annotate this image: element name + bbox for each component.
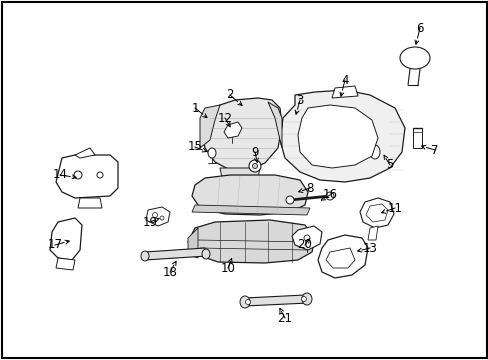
Text: 14: 14 [52, 168, 67, 181]
Polygon shape [267, 102, 282, 148]
Text: 21: 21 [277, 311, 292, 324]
Text: 16: 16 [322, 189, 337, 202]
Text: 15: 15 [187, 140, 202, 153]
Ellipse shape [369, 145, 379, 159]
Ellipse shape [248, 160, 261, 172]
Polygon shape [187, 220, 314, 263]
Polygon shape [291, 226, 321, 250]
Polygon shape [56, 155, 118, 198]
Polygon shape [412, 128, 421, 148]
Ellipse shape [141, 251, 149, 261]
Ellipse shape [97, 172, 103, 178]
Text: 11: 11 [386, 202, 402, 215]
Polygon shape [146, 207, 170, 226]
Ellipse shape [245, 300, 250, 305]
Ellipse shape [207, 148, 216, 158]
Polygon shape [192, 175, 307, 215]
Polygon shape [224, 122, 242, 138]
Polygon shape [220, 168, 260, 178]
Polygon shape [325, 248, 354, 268]
Polygon shape [75, 148, 95, 158]
Text: 2: 2 [226, 89, 233, 102]
Polygon shape [202, 98, 282, 170]
Polygon shape [244, 295, 307, 306]
Text: 3: 3 [296, 94, 303, 107]
Ellipse shape [152, 212, 157, 217]
Polygon shape [56, 258, 75, 270]
Ellipse shape [285, 196, 293, 204]
Ellipse shape [325, 192, 333, 200]
Text: 8: 8 [305, 181, 313, 194]
Text: 9: 9 [251, 145, 258, 158]
Polygon shape [331, 86, 357, 98]
Text: 6: 6 [415, 22, 423, 35]
Ellipse shape [202, 249, 209, 259]
Polygon shape [367, 226, 377, 240]
Text: 7: 7 [430, 144, 438, 157]
Polygon shape [187, 228, 198, 258]
Text: 5: 5 [386, 158, 393, 171]
Text: 19: 19 [142, 216, 157, 229]
Text: 10: 10 [220, 261, 235, 274]
Ellipse shape [252, 163, 257, 168]
Text: 4: 4 [341, 73, 348, 86]
Ellipse shape [301, 297, 306, 302]
Text: 12: 12 [217, 112, 232, 125]
Polygon shape [200, 105, 220, 148]
Polygon shape [365, 204, 387, 222]
Ellipse shape [302, 293, 311, 305]
Text: 13: 13 [362, 242, 377, 255]
Polygon shape [317, 235, 367, 278]
Polygon shape [280, 90, 404, 182]
Text: 18: 18 [162, 266, 177, 279]
Polygon shape [359, 198, 393, 228]
Polygon shape [50, 218, 82, 260]
Text: 17: 17 [47, 238, 62, 252]
Ellipse shape [304, 235, 309, 241]
Ellipse shape [74, 171, 82, 179]
Polygon shape [145, 248, 206, 260]
Ellipse shape [160, 216, 163, 220]
Text: 1: 1 [191, 102, 198, 114]
Polygon shape [192, 205, 309, 215]
Polygon shape [78, 198, 102, 208]
Polygon shape [297, 105, 377, 168]
Ellipse shape [240, 296, 249, 308]
Ellipse shape [399, 47, 429, 69]
Text: 20: 20 [297, 238, 312, 252]
